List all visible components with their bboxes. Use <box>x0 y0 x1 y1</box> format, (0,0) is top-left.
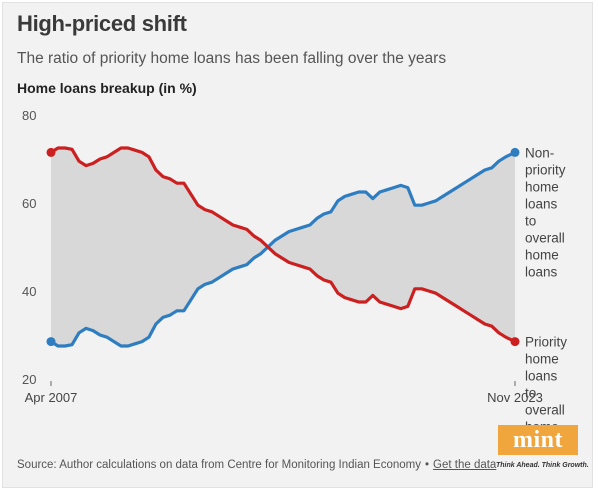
priority-line <box>50 146 516 344</box>
x-tick-label-end: Nov 2023 <box>487 390 543 405</box>
chart-title: High-priced shift <box>17 11 187 36</box>
y-tick-label: 20 <box>22 372 36 387</box>
chart-heading: Home loans breakup (in %) <box>17 80 197 96</box>
series-label-line: priority <box>525 162 566 177</box>
series-label-line: overall <box>525 403 565 418</box>
y-tick-label: 40 <box>22 284 36 299</box>
series-label-line: home <box>525 352 559 367</box>
series-label-line: home <box>525 247 559 262</box>
y-tick-label: 60 <box>22 196 36 211</box>
y-tick-label: 80 <box>22 108 36 123</box>
x-tick-label-start: Apr 2007 <box>25 390 78 405</box>
series-label-line: loans <box>525 264 558 279</box>
series-label-line: to <box>525 386 536 401</box>
series-label-line: Priority <box>525 335 567 350</box>
chart-subtitle: The ratio of priority home loans has bee… <box>17 50 447 67</box>
get-the-data-link[interactable]: Get the data <box>433 459 497 471</box>
priority-end-point <box>510 337 520 347</box>
area-between-series <box>51 148 515 346</box>
series-label-line: home <box>525 179 559 194</box>
footer: Source: Author calculations on data from… <box>17 459 496 471</box>
non-priority-end-point <box>510 147 520 157</box>
footer-separator: • <box>425 459 430 471</box>
series-label-line: loans <box>525 369 558 384</box>
priority-start-point <box>46 147 56 157</box>
series-label-line: loans <box>525 196 558 211</box>
mint-logo: mint <box>498 425 578 455</box>
brand-logo: mint Think Ahead. Think Growth. <box>496 425 589 475</box>
brand-tagline: Think Ahead. Think Growth. <box>496 462 589 469</box>
series-label-line: Non- <box>525 145 554 160</box>
non-priority-line <box>50 150 516 348</box>
series-label-line: to <box>525 213 536 228</box>
source-text: Source: Author calculations on data from… <box>17 459 421 471</box>
non-priority-start-point <box>46 337 56 347</box>
series-label-line: overall <box>525 230 565 245</box>
non-priority-series-label: Non-priority home loans to overall home loans <box>525 145 566 279</box>
